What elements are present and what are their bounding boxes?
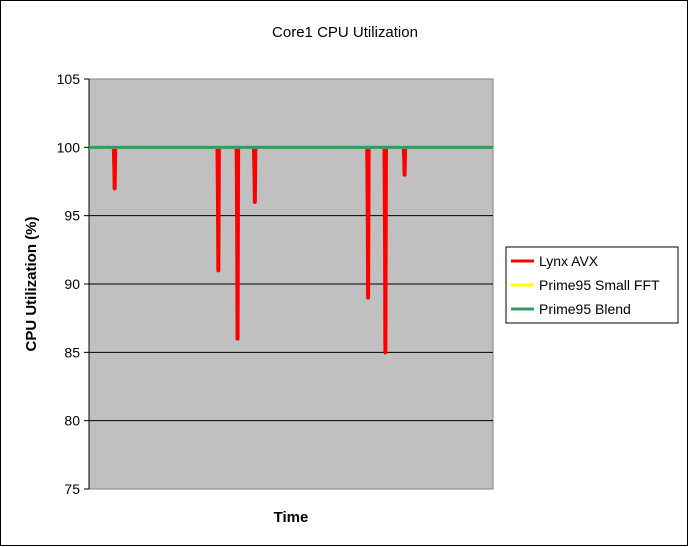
series-lynx-avx-drop <box>365 147 371 300</box>
y-tick-label: 75 <box>64 481 80 497</box>
y-tick-label: 95 <box>64 208 80 224</box>
chart-title: Core1 CPU Utilization <box>272 24 418 41</box>
y-tick-label: 80 <box>64 413 80 429</box>
y-tick-label: 85 <box>64 344 80 360</box>
series-lynx-avx-drop <box>401 147 408 177</box>
series-lynx-avx-drop <box>234 147 241 341</box>
y-tick-label: 105 <box>57 71 81 87</box>
legend-label: Lynx AVX <box>539 253 599 269</box>
series-lynx-avx-drop <box>251 147 258 204</box>
legend-label: Prime95 Small FFT <box>539 277 660 293</box>
series-lynx-avx-drop <box>382 147 388 355</box>
legend-box <box>505 246 679 324</box>
series-lynx-avx-drop <box>215 147 221 273</box>
y-tick-label: 90 <box>64 276 80 292</box>
y-tick-label: 100 <box>57 139 81 155</box>
x-axis-title: Time <box>274 509 309 526</box>
series-lynx-avx-drop <box>111 147 118 191</box>
legend-label: Prime95 Blend <box>539 301 631 317</box>
series-lines <box>89 145 493 355</box>
y-axis-title: CPU Utilization (%) <box>23 217 40 352</box>
y-axis-ticks: 105 100 95 90 85 80 75 <box>57 71 90 497</box>
legend: Lynx AVX Prime95 Small FFT Prime95 Blend <box>505 246 679 324</box>
